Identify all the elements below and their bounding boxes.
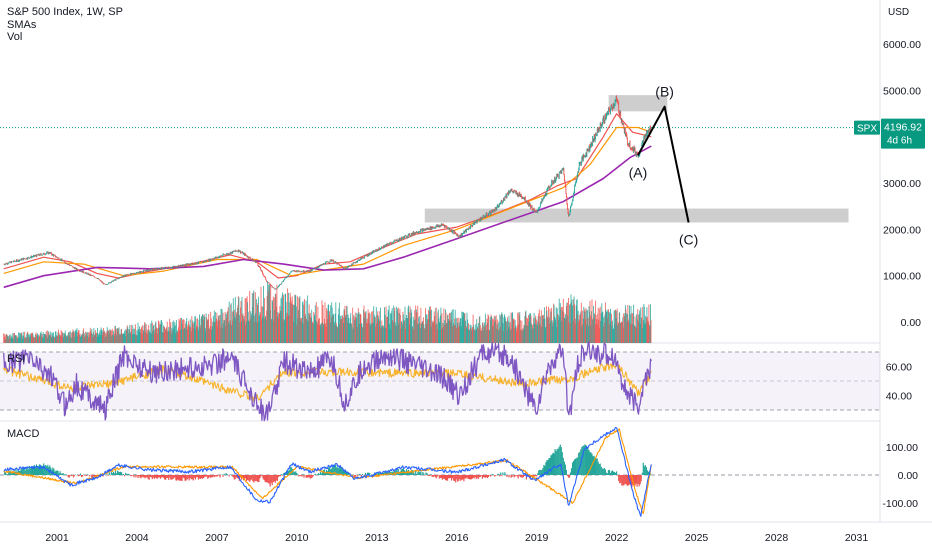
price-axis-tick: 6000.00: [883, 39, 921, 51]
chart-header: S&P 500 Index, 1W, SP SMAs Vol: [7, 6, 123, 44]
sma-slow-line: [3, 145, 652, 289]
volume-bars: [3, 281, 652, 343]
bar-countdown: 4d 6h: [887, 136, 912, 147]
rsi-axis-tick: 60.00: [886, 362, 912, 374]
wave-label-b: (B): [655, 84, 674, 100]
sma-mid-line: [3, 126, 652, 277]
time-axis-tick: 2007: [205, 532, 229, 544]
price-axis-tick: 2000.00: [883, 224, 921, 236]
chart-title: S&P 500 Index, 1W, SP: [7, 6, 123, 18]
last-price-badge: [881, 118, 925, 149]
currency-label: USD: [888, 7, 910, 18]
symbol-badge-text: SPX: [857, 124, 877, 135]
macd-histogram: [4, 444, 652, 487]
support-resistance-zone-1: [608, 95, 668, 112]
rsi-pane-title: RSI: [7, 353, 25, 365]
time-axis-tick: 2004: [125, 532, 149, 544]
time-axis-tick: 2019: [525, 532, 549, 544]
support-resistance-zone-2: [424, 208, 849, 223]
time-axis-tick: 2028: [765, 532, 789, 544]
price-axis-tick: 3000.00: [883, 178, 921, 190]
rsi-axis-tick: 40.00: [886, 391, 912, 403]
last-price-value: 4196.92: [884, 122, 922, 134]
time-axis-tick: 2013: [365, 532, 389, 544]
macd-axis-tick: 0.00: [898, 470, 919, 482]
time-axis-tick: 2016: [445, 532, 469, 544]
price-axis-tick: 1000.00: [883, 271, 921, 283]
sma-fast-line: [3, 113, 652, 279]
price-candles: [3, 95, 652, 290]
price-axis-tick: 5000.00: [883, 86, 921, 98]
wave-label-a: (A): [629, 164, 648, 180]
volume-indicator-label[interactable]: Vol: [7, 31, 23, 43]
time-axis-tick: 2022: [605, 532, 629, 544]
wave-projection-line: [637, 105, 690, 223]
sma-indicator-label[interactable]: SMAs: [7, 18, 37, 31]
time-axis-tick: 2001: [45, 532, 69, 544]
wave-label-c: (C): [679, 231, 698, 247]
macd-line: [3, 426, 652, 517]
symbol-badge: [854, 120, 880, 135]
rsi-line: [3, 341, 652, 422]
macd-axis-tick: 100.00: [886, 442, 918, 454]
time-axis-tick: 2010: [285, 532, 309, 544]
macd-signal-line: [3, 428, 652, 514]
time-axis-tick: 2031: [845, 532, 869, 544]
macd-axis-tick: -100.00: [882, 498, 918, 510]
macd-pane-title: MACD: [7, 428, 39, 440]
time-axis-tick: 2025: [685, 532, 709, 544]
price-axis-tick: 0.00: [901, 317, 922, 329]
